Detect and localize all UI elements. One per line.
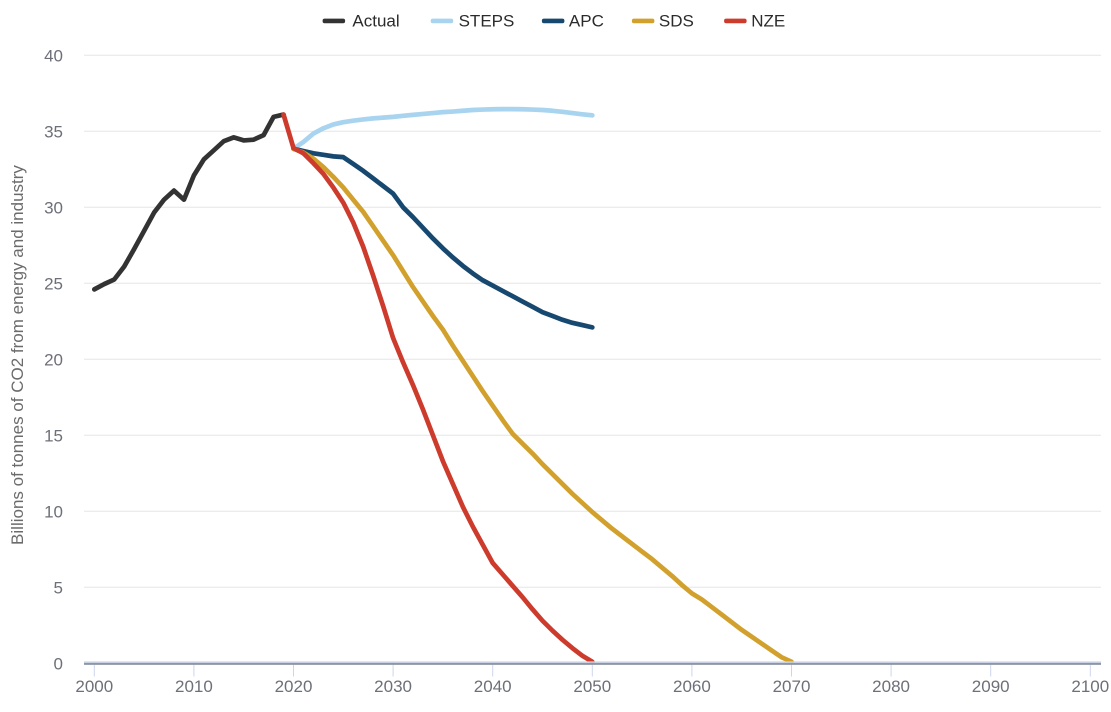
svg-text:40: 40 [44, 46, 63, 65]
svg-text:2000: 2000 [75, 677, 113, 696]
svg-text:2080: 2080 [872, 677, 910, 696]
svg-text:2060: 2060 [673, 677, 711, 696]
svg-text:2090: 2090 [972, 677, 1010, 696]
svg-text:2050: 2050 [573, 677, 611, 696]
svg-text:2070: 2070 [773, 677, 811, 696]
svg-text:2030: 2030 [374, 677, 412, 696]
svg-text:35: 35 [44, 122, 63, 141]
svg-text:5: 5 [54, 578, 63, 597]
svg-text:2100: 2100 [1071, 677, 1109, 696]
svg-text:0: 0 [54, 654, 63, 673]
svg-text:Actual: Actual [352, 11, 399, 30]
svg-text:NZE: NZE [751, 11, 785, 30]
svg-text:2010: 2010 [175, 677, 213, 696]
svg-text:20: 20 [44, 350, 63, 369]
svg-text:10: 10 [44, 502, 63, 521]
svg-text:Billions of tonnes of CO2 from: Billions of tonnes of CO2 from energy an… [8, 165, 27, 545]
svg-text:STEPS: STEPS [459, 11, 515, 30]
svg-text:15: 15 [44, 426, 63, 445]
svg-text:2020: 2020 [275, 677, 313, 696]
svg-text:2040: 2040 [474, 677, 512, 696]
svg-text:25: 25 [44, 274, 63, 293]
svg-text:30: 30 [44, 198, 63, 217]
svg-text:APC: APC [569, 11, 604, 30]
svg-text:SDS: SDS [659, 11, 694, 30]
